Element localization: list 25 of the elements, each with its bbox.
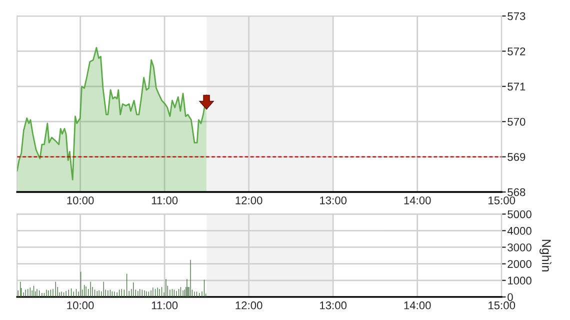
y-tick-label: 569 — [508, 153, 526, 161]
y-tick-label: 572 — [508, 47, 526, 56]
y-tick-label: 0 — [508, 293, 513, 302]
y-tick-label: 2000 — [508, 260, 532, 268]
y-tick-label: 3000 — [508, 244, 532, 252]
x-tick-label: 15:00 — [488, 301, 516, 310]
x-tick-label: 15:00 — [488, 196, 516, 204]
x-tick-label: 10:00 — [67, 196, 94, 204]
x-tick-label: 13:00 — [320, 196, 347, 204]
y-tick-label: 573 — [508, 12, 526, 20]
y-tick-label: 4000 — [507, 226, 532, 235]
y-axis-title: Nghìn — [540, 240, 552, 272]
y-tick-label: 1000 — [508, 276, 532, 285]
x-tick-label: 12:00 — [236, 196, 262, 204]
x-tick-label: 10:00 — [67, 301, 94, 310]
y-tick-label: 5000 — [508, 210, 532, 218]
x-tick-label: 14:00 — [404, 196, 431, 204]
x-tick-label: 12:00 — [236, 301, 262, 310]
y-tick-label: 571 — [508, 82, 526, 91]
x-tick-label: 11:00 — [152, 196, 178, 204]
x-tick-label: 14:00 — [404, 301, 431, 310]
y-tick-label: 570 — [508, 118, 526, 126]
x-tick-label: 11:00 — [152, 301, 178, 310]
y-tick-label: 568 — [508, 188, 526, 196]
x-tick-label: 13:00 — [320, 301, 347, 310]
